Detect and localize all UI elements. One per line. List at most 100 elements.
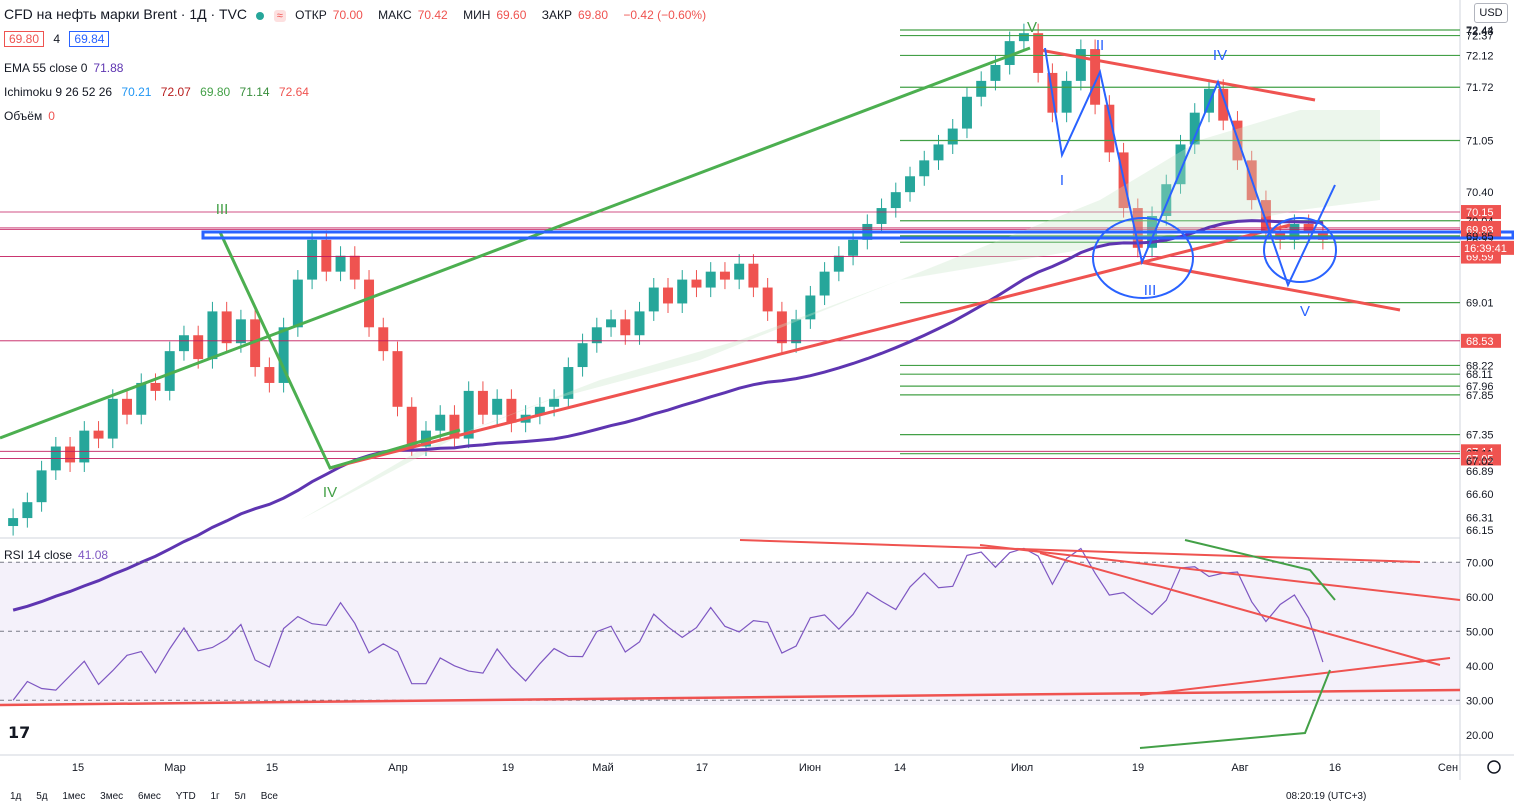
candle-body[interactable] [961,96,972,129]
candle-body[interactable] [905,176,916,193]
candle-body[interactable] [278,327,289,383]
rsi-trend-line[interactable] [979,544,1461,601]
candle-body[interactable] [378,327,389,352]
candle-body[interactable] [1104,104,1115,153]
candle-body[interactable] [1018,33,1029,42]
candle-body[interactable] [762,287,773,312]
resistance-trend-line[interactable] [1039,48,1316,102]
ask-box[interactable]: 69.84 [69,31,110,47]
candle-body[interactable] [1033,33,1044,73]
candle-body[interactable] [563,367,574,399]
rsi-legend[interactable]: RSI 14 close 41.08 [4,548,109,562]
candle-body[interactable] [534,406,545,415]
candle-body[interactable] [93,430,104,439]
candle-body[interactable] [335,255,346,272]
candle-body[interactable] [264,367,275,383]
rsi-divergence-line[interactable] [1184,539,1336,601]
candle-body[interactable] [1004,41,1015,65]
candle-body[interactable] [833,255,844,272]
range-3m[interactable]: 3мес [100,791,124,802]
key-level-box[interactable] [201,230,1514,240]
symbol-title[interactable]: CFD на нефть марки Brent · 1Д · TVC [4,6,248,22]
rsi-divergence-line[interactable] [1139,669,1331,749]
clock-time[interactable]: 08:20:19 (UTC+3) [1286,791,1367,802]
candle-body[interactable] [748,263,759,288]
candle-body[interactable] [1090,49,1101,105]
circle-annotation[interactable] [1092,217,1194,299]
candle-body[interactable] [876,208,887,224]
candle-body[interactable] [976,80,987,97]
candle-body[interactable] [990,64,1001,81]
candle-body[interactable] [1161,184,1172,217]
candle-body[interactable] [1260,200,1271,232]
candle-body[interactable] [705,271,716,288]
candle-body[interactable] [392,351,403,407]
candle-body[interactable] [406,406,417,447]
range-ytd[interactable]: YTD [175,791,196,802]
candle-body[interactable] [506,398,517,423]
candle-body[interactable] [1061,80,1072,113]
range-6m[interactable]: 6мес [137,791,161,802]
candle-body[interactable] [321,239,332,272]
candle-body[interactable] [207,311,218,360]
candle-body[interactable] [691,279,702,288]
candle-body[interactable] [150,382,161,391]
range-1y[interactable]: 1г [210,791,220,802]
candle-body[interactable] [107,398,118,439]
support-trend-line[interactable] [329,223,1291,470]
candle-body[interactable] [193,335,204,360]
candle-body[interactable] [22,502,33,519]
candle-body[interactable] [606,319,617,328]
candle-body[interactable] [364,279,375,328]
candle-body[interactable] [719,271,730,280]
wave-iv-line[interactable] [218,231,461,470]
candle-body[interactable] [591,327,602,344]
candle-body[interactable] [136,382,147,415]
candle-body[interactable] [577,343,588,368]
candle-body[interactable] [933,144,944,161]
candle-body[interactable] [776,311,787,344]
range-1m[interactable]: 1мес [62,791,86,802]
volume-legend[interactable]: Объём 0 [4,109,55,123]
compare-icon[interactable] [256,11,265,20]
tradingview-logo-icon[interactable]: 17 [6,722,32,744]
lower-trend-line[interactable] [1139,260,1401,312]
candle-body[interactable] [435,414,446,431]
candle-body[interactable] [449,414,460,439]
candle-body[interactable] [805,295,816,320]
candle-body[interactable] [349,255,360,280]
candle-body[interactable] [848,239,859,256]
ema-legend[interactable]: EMA 55 close 0 71.88 [4,61,124,75]
candle-body[interactable] [8,518,19,527]
candle-body[interactable] [164,351,175,391]
range-1d[interactable]: 1д [10,791,22,802]
candle-body[interactable] [549,398,560,407]
candle-body[interactable] [919,160,930,177]
candle-body[interactable] [178,335,189,352]
candle-body[interactable] [221,311,232,344]
candle-body[interactable] [1204,88,1214,113]
settings-gear-icon[interactable] [1487,760,1501,774]
indicator-toggle-icon[interactable]: ≈ [273,10,286,22]
candle-body[interactable] [36,470,47,503]
range-5y[interactable]: 5л [234,791,246,802]
candle-body[interactable] [634,311,645,336]
candle-body[interactable] [292,279,303,328]
candle-body[interactable] [1075,49,1086,81]
candle-body[interactable] [791,319,802,344]
candle-body[interactable] [1175,144,1186,185]
candle-body[interactable] [463,390,474,439]
candle-body[interactable] [79,430,90,463]
uptrend-channel-line[interactable] [0,46,1031,440]
candle-body[interactable] [663,287,673,304]
candle-body[interactable] [477,390,488,415]
bid-box[interactable]: 69.80 [4,31,45,47]
circle-annotation[interactable] [1263,217,1337,283]
range-all[interactable]: Все [260,791,278,802]
rsi-trend-line[interactable] [0,688,1461,707]
ichimoku-legend[interactable]: Ichimoku 9 26 52 26 70.21 72.07 69.80 71… [4,85,309,99]
rsi-trend-line[interactable] [739,539,1421,563]
candle-body[interactable] [648,287,659,312]
candle-body[interactable] [620,319,631,336]
